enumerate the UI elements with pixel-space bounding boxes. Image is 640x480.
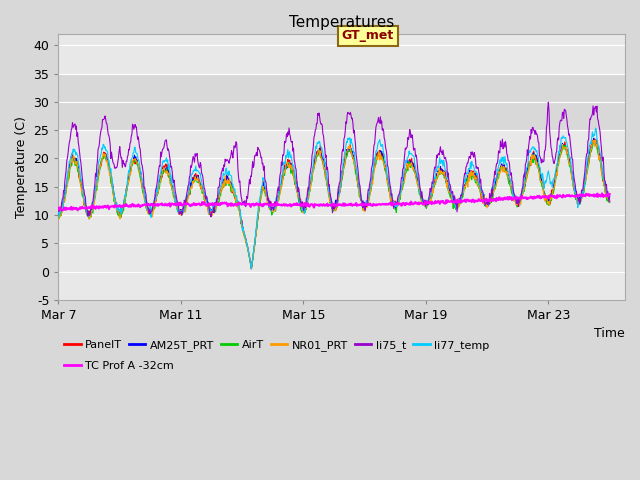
li75_t [545, 99, 552, 105]
PanelT [248, 266, 255, 272]
li77_temp [367, 176, 375, 182]
li77_temp [606, 192, 614, 198]
AM25T_PRT [184, 192, 192, 197]
li75_t [285, 125, 293, 131]
li77_temp [54, 215, 62, 220]
PanelT [256, 202, 264, 207]
TC Prof A -32cm [54, 206, 62, 212]
li75_t [74, 139, 82, 145]
NR01_PRT [367, 183, 375, 189]
NR01_PRT [54, 216, 62, 222]
AM25T_PRT [285, 160, 293, 166]
Legend: TC Prof A -32cm: TC Prof A -32cm [64, 361, 174, 371]
TC Prof A -32cm [367, 203, 375, 208]
PanelT [54, 213, 62, 218]
li75_t [367, 166, 375, 171]
Line: li77_temp: li77_temp [58, 128, 610, 269]
X-axis label: Time: Time [595, 327, 625, 340]
NR01_PRT [248, 266, 255, 272]
li77_temp [592, 125, 600, 131]
Line: PanelT: PanelT [58, 139, 610, 269]
TC Prof A -32cm [500, 195, 508, 201]
li77_temp [184, 192, 192, 198]
AirT [248, 266, 255, 272]
NR01_PRT [500, 165, 508, 171]
NR01_PRT [74, 166, 82, 172]
li77_temp [74, 159, 82, 165]
Line: NR01_PRT: NR01_PRT [58, 140, 610, 269]
AirT [74, 169, 82, 175]
li75_t [184, 183, 192, 189]
AirT [591, 140, 599, 145]
Line: li75_t: li75_t [58, 102, 610, 217]
PanelT [74, 168, 82, 173]
TC Prof A -32cm [606, 191, 614, 197]
AM25T_PRT [256, 202, 264, 208]
NR01_PRT [606, 196, 614, 202]
Line: AirT: AirT [58, 143, 610, 269]
NR01_PRT [256, 201, 264, 207]
PanelT [606, 198, 614, 204]
li77_temp [285, 150, 293, 156]
NR01_PRT [285, 165, 293, 170]
AM25T_PRT [367, 180, 375, 186]
Bar [58, 73, 625, 130]
AirT [256, 204, 264, 209]
AM25T_PRT [606, 199, 614, 205]
li77_temp [500, 158, 508, 164]
Text: GT_met: GT_met [342, 29, 394, 42]
Title: Temperatures: Temperatures [289, 15, 394, 30]
TC Prof A -32cm [256, 202, 264, 208]
Line: TC Prof A -32cm: TC Prof A -32cm [58, 193, 610, 210]
TC Prof A -32cm [185, 202, 193, 207]
TC Prof A -32cm [74, 207, 81, 213]
TC Prof A -32cm [285, 203, 293, 208]
TC Prof A -32cm [598, 191, 606, 196]
Y-axis label: Temperature (C): Temperature (C) [15, 116, 28, 218]
AirT [184, 194, 192, 200]
AirT [367, 184, 375, 190]
AM25T_PRT [74, 165, 82, 170]
AirT [606, 199, 614, 204]
PanelT [285, 159, 293, 165]
li75_t [606, 193, 614, 199]
AM25T_PRT [54, 211, 62, 216]
AM25T_PRT [248, 266, 255, 272]
AM25T_PRT [590, 135, 598, 141]
NR01_PRT [591, 137, 599, 143]
li75_t [207, 214, 215, 220]
li75_t [54, 209, 62, 215]
NR01_PRT [184, 195, 192, 201]
AirT [500, 168, 508, 174]
AM25T_PRT [500, 162, 508, 168]
PanelT [592, 136, 600, 142]
AirT [285, 161, 293, 167]
li77_temp [256, 196, 264, 202]
PanelT [367, 182, 375, 188]
li75_t [256, 148, 264, 154]
li75_t [500, 139, 508, 145]
AirT [54, 213, 62, 219]
PanelT [500, 162, 508, 168]
PanelT [184, 193, 192, 199]
TC Prof A -32cm [75, 206, 83, 212]
Line: AM25T_PRT: AM25T_PRT [58, 138, 610, 269]
li77_temp [248, 266, 255, 272]
